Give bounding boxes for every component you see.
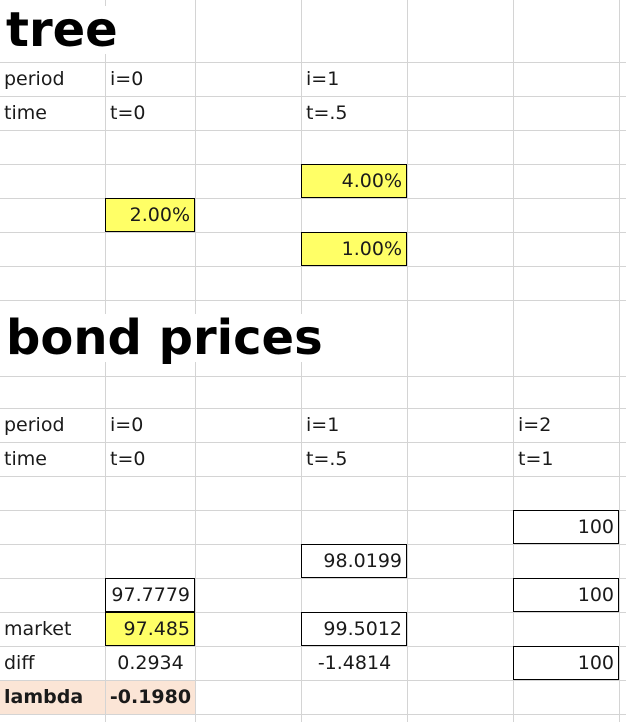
tree-period-i0[interactable]: i=0 xyxy=(110,68,144,90)
bond-period-i2[interactable]: i=2 xyxy=(518,414,552,436)
row-divider xyxy=(0,62,626,63)
bond-time-t1[interactable]: t=.5 xyxy=(306,448,348,470)
row-divider xyxy=(0,442,626,443)
row-divider xyxy=(0,476,626,477)
bond-prices-title: bond prices xyxy=(6,314,329,362)
tree-rate-i1-up[interactable]: 4.00% xyxy=(301,164,407,198)
bond-i2-up-value[interactable]: 100 xyxy=(513,510,619,544)
column-divider xyxy=(407,0,408,722)
bond-period-label[interactable]: period xyxy=(4,414,65,436)
bond-i0-diff-value[interactable]: 0.2934 xyxy=(117,652,184,674)
row-divider xyxy=(0,578,626,579)
bond-i0-market-value[interactable]: 97.485 xyxy=(105,612,195,646)
row-divider xyxy=(0,96,626,97)
bond-i1-market-value[interactable]: 99.5012 xyxy=(301,612,407,646)
column-divider xyxy=(513,0,514,722)
row-divider xyxy=(0,714,626,715)
row-divider xyxy=(0,376,626,377)
row-divider xyxy=(0,300,626,301)
bond-i2-down-value[interactable]: 100 xyxy=(513,646,619,680)
lambda-label[interactable]: lambda xyxy=(0,681,105,714)
bond-i1-node-value[interactable]: 98.0199 xyxy=(301,544,407,578)
row-divider xyxy=(0,680,626,681)
row-divider xyxy=(0,510,626,511)
bond-i2-mid-value[interactable]: 100 xyxy=(513,578,619,612)
row-divider xyxy=(0,408,626,409)
tree-rate-i1-down[interactable]: 1.00% xyxy=(301,232,407,266)
tree-period-i1[interactable]: i=1 xyxy=(306,68,340,90)
bond-period-i0[interactable]: i=0 xyxy=(110,414,144,436)
market-label[interactable]: market xyxy=(4,618,72,640)
diff-label[interactable]: diff xyxy=(4,652,35,674)
bond-i1-diff-value[interactable]: -1.4814 xyxy=(317,652,392,674)
row-divider xyxy=(0,646,626,647)
tree-period-label[interactable]: period xyxy=(4,68,65,90)
bond-time-t0[interactable]: t=0 xyxy=(110,448,146,470)
bond-time-t2[interactable]: t=1 xyxy=(518,448,554,470)
lambda-value[interactable]: -0.1980 xyxy=(106,681,195,714)
column-divider xyxy=(619,0,620,722)
bond-i0-node-value[interactable]: 97.7779 xyxy=(105,578,195,612)
tree-time-t1[interactable]: t=.5 xyxy=(306,102,348,124)
tree-rate-i0[interactable]: 2.00% xyxy=(105,198,195,232)
row-divider xyxy=(0,130,626,131)
bond-period-i1[interactable]: i=1 xyxy=(306,414,340,436)
tree-title: tree xyxy=(6,6,124,54)
bond-time-label[interactable]: time xyxy=(4,448,47,470)
tree-time-t0[interactable]: t=0 xyxy=(110,102,146,124)
tree-time-label[interactable]: time xyxy=(4,102,47,124)
row-divider xyxy=(0,198,626,199)
row-divider xyxy=(0,266,626,267)
